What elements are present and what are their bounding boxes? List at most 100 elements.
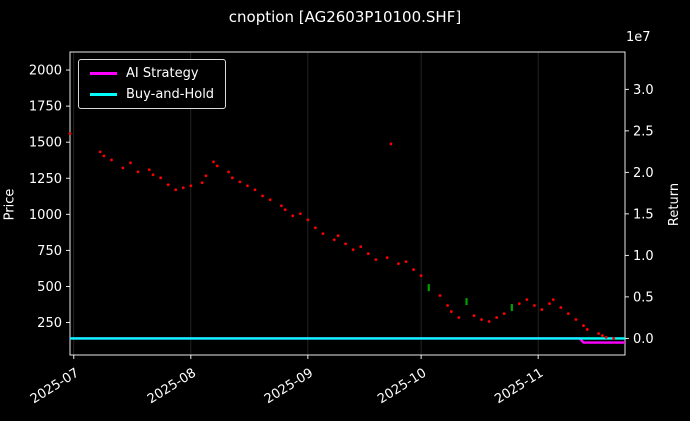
price-point: [517, 302, 521, 306]
price-point: [298, 212, 302, 216]
price-tick-label: 2000: [29, 64, 62, 79]
legend-label-buy-and-hold: Buy-and-Hold: [126, 87, 215, 102]
price-point: [291, 214, 295, 218]
price-point: [385, 256, 389, 260]
legend-label-ai-strategy: AI Strategy: [126, 66, 199, 81]
price-point: [283, 208, 287, 212]
price-point: [174, 188, 178, 192]
price-point: [68, 132, 72, 135]
price-point: [548, 302, 551, 306]
price-point: [551, 298, 555, 301]
price-point: [230, 176, 234, 180]
price-point: [351, 248, 355, 252]
price-point: [189, 184, 193, 188]
price-point: [215, 164, 219, 168]
return-tick-label: 0.0: [633, 332, 654, 347]
x-tick-label: 2025-10: [375, 366, 429, 408]
price-point: [457, 316, 461, 319]
price-point: [366, 252, 370, 256]
x-tick-label: 2025-11: [492, 366, 546, 408]
price-tick-label: 750: [37, 244, 62, 259]
price-point: [566, 312, 570, 315]
x-tick-label: 2025-07: [28, 366, 82, 408]
legend-item-ai-strategy: AI Strategy: [90, 66, 214, 81]
price-point: [332, 238, 336, 242]
return-tick-label: 3.0: [633, 83, 654, 98]
price-point: [582, 324, 585, 327]
price-point: [280, 204, 283, 208]
price-tick-label: 1500: [29, 136, 62, 151]
price-point: [268, 198, 272, 202]
return-tick-label: 0.5: [633, 290, 654, 305]
price-point: [261, 194, 264, 198]
price-point: [397, 262, 400, 266]
price-point: [129, 161, 132, 165]
price-point: [472, 314, 476, 318]
price-point: [374, 258, 378, 262]
price-tick-label: 500: [37, 280, 62, 295]
price-point: [136, 170, 140, 174]
price-point: [480, 318, 483, 321]
price-point: [147, 168, 151, 172]
price-point: [540, 308, 544, 311]
price-point: [559, 306, 563, 309]
price-point: [166, 183, 170, 187]
return-tick-label: 1.5: [633, 207, 654, 222]
legend: AI Strategy Buy-and-Hold: [78, 59, 227, 109]
price-point-green: [427, 284, 430, 292]
price-point: [204, 174, 208, 178]
return-tick-label: 1.0: [633, 249, 654, 264]
price-point: [121, 166, 125, 170]
price-point: [502, 312, 506, 315]
price-point: [246, 184, 249, 188]
price-point: [238, 180, 242, 184]
price-point: [110, 158, 113, 162]
price-point: [98, 150, 102, 154]
right-axis-offset-text: 1e7: [626, 30, 651, 45]
price-point: [525, 298, 529, 301]
return-tick-label: 2.0: [633, 166, 654, 181]
price-point: [159, 176, 163, 180]
price-point: [495, 316, 499, 319]
price-point: [321, 232, 325, 236]
price-point: [487, 320, 491, 323]
price-point: [419, 274, 423, 278]
price-point: [212, 160, 215, 164]
price-point: [314, 226, 317, 230]
price-point: [344, 242, 348, 246]
price-point: [438, 294, 442, 297]
price-point: [612, 337, 616, 340]
price-point: [306, 218, 310, 222]
price-point: [389, 142, 393, 146]
price-point: [412, 268, 415, 271]
price-point: [253, 188, 257, 192]
ai-strategy-line-swatch: [90, 72, 117, 75]
price-tick-label: 1000: [29, 208, 62, 223]
price-point: [200, 181, 204, 185]
price-point: [404, 260, 408, 264]
price-point: [585, 328, 589, 331]
price-point: [532, 304, 536, 307]
price-point: [446, 304, 449, 307]
price-tick-label: 250: [37, 316, 62, 331]
price-point: [102, 154, 106, 158]
price-point: [600, 334, 604, 337]
price-point: [597, 332, 600, 335]
price-point-green: [510, 304, 513, 312]
x-tick-label: 2025-09: [262, 366, 316, 408]
price-point: [574, 318, 578, 321]
price-point: [227, 170, 230, 174]
price-point: [604, 335, 608, 339]
price-tick-label: 1250: [29, 172, 62, 187]
price-point: [359, 245, 363, 249]
plot-border: [69, 51, 626, 356]
price-tick-label: 1750: [29, 100, 62, 115]
price-point: [151, 173, 155, 177]
price-point: [449, 310, 453, 313]
return-tick-label: 2.5: [633, 124, 654, 139]
price-point: [181, 186, 185, 190]
price-point-green: [465, 298, 468, 306]
price-point: [336, 234, 340, 238]
